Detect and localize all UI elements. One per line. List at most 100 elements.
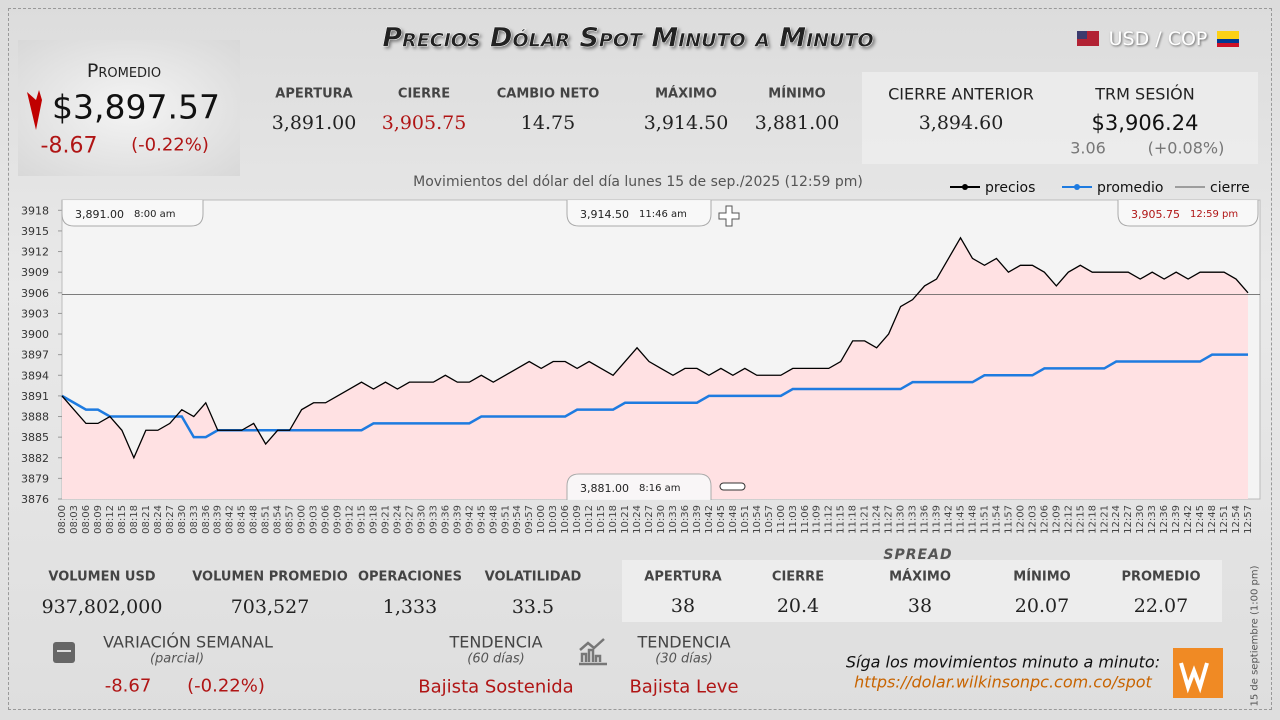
- x-tick-label: 08:57: [285, 505, 296, 534]
- y-tick-label: 3903: [21, 307, 49, 320]
- stat-value: 3,894.60: [918, 112, 1004, 134]
- x-tick-label: 10:27: [644, 505, 655, 534]
- x-tick-label: 11:18: [848, 505, 859, 534]
- trend-value: Bajista Leve: [629, 676, 739, 698]
- spread-value: 20.07: [1014, 595, 1070, 617]
- annotation-time: 12:59 pm: [1190, 209, 1238, 220]
- x-tick-label: 08:33: [189, 505, 200, 534]
- stat-value: 3,891.00: [271, 112, 357, 134]
- x-tick-label: 11:33: [908, 505, 919, 534]
- x-tick-label: 08:03: [69, 505, 80, 534]
- x-tick-label: 08:09: [93, 505, 104, 534]
- legend-dot: [1074, 184, 1080, 190]
- x-tick-label: 11:24: [872, 505, 883, 534]
- weekly-pct: (-0.22%): [187, 675, 265, 697]
- annotation-price: 3,891.00: [75, 208, 124, 221]
- x-tick-label: 12:03: [1027, 505, 1038, 534]
- weekly-change: -8.67: [104, 675, 152, 697]
- x-tick-label: 11:21: [860, 505, 871, 534]
- x-tick-label: 11:30: [896, 505, 907, 534]
- spread-label: MÍNIMO: [1013, 569, 1071, 585]
- x-tick-label: 11:15: [836, 505, 847, 534]
- x-tick-label: 10:15: [596, 505, 607, 534]
- stat-label: MÁXIMO: [655, 86, 717, 102]
- x-tick-label: 10:45: [716, 505, 727, 534]
- y-tick-label: 3909: [21, 266, 49, 279]
- x-tick-label: 12:06: [1039, 505, 1050, 534]
- logo-box: [1173, 648, 1223, 698]
- x-tick-label: 11:57: [1003, 505, 1014, 534]
- x-tick-label: 09:21: [380, 505, 391, 534]
- x-tick-label: 08:18: [129, 505, 140, 534]
- x-tick-label: 12:18: [1087, 505, 1098, 534]
- x-tick-label: 12:42: [1183, 505, 1194, 534]
- legend-label: precios: [985, 180, 1035, 196]
- x-tick-label: 08:36: [201, 505, 212, 534]
- stat-value: $3,906.24: [1091, 111, 1199, 135]
- y-tick-label: 3882: [21, 452, 49, 465]
- x-tick-label: 12:48: [1207, 505, 1218, 534]
- x-tick-label: 10:51: [740, 505, 751, 534]
- y-tick-label: 3900: [21, 328, 49, 341]
- promedio-box: [18, 40, 240, 176]
- y-tick-label: 3885: [21, 431, 49, 444]
- x-tick-label: 09:12: [345, 505, 356, 534]
- x-tick-label: 10:54: [752, 505, 763, 534]
- x-tick-label: 09:33: [428, 505, 439, 534]
- area-fill: [62, 237, 1249, 499]
- x-tick-label: 11:09: [812, 505, 823, 534]
- x-tick-label: 10:24: [632, 505, 643, 534]
- spread-label: CIERRE: [771, 569, 825, 585]
- y-tick-label: 3876: [21, 493, 49, 506]
- x-tick-label: 11:27: [884, 505, 895, 534]
- annotation-time: 11:46 am: [639, 209, 687, 220]
- x-tick-label: 11:00: [776, 505, 787, 534]
- x-tick-label: 10:18: [608, 505, 619, 534]
- bottom-label: VOLATILIDAD: [484, 569, 582, 585]
- x-tick-label: 09:39: [452, 505, 463, 534]
- footer-text: Síga los movimientos minuto a minuto:: [845, 652, 1161, 672]
- stat-label: APERTURA: [275, 86, 353, 102]
- stat-label: CAMBIO NETO: [496, 86, 600, 102]
- y-tick-label: 3894: [21, 369, 49, 382]
- bottom-value: 33.5: [511, 596, 555, 618]
- spread-value: 38: [907, 595, 933, 617]
- spread-label: MÁXIMO: [889, 569, 951, 585]
- x-tick-label: 09:15: [357, 505, 368, 534]
- spread-value: 22.07: [1133, 595, 1189, 617]
- annotation-time: 8:16 am: [639, 483, 681, 494]
- prev-box: [862, 72, 1258, 164]
- x-tick-label: 09:51: [500, 505, 511, 534]
- x-tick-label: 12:00: [1015, 505, 1026, 534]
- pill-icon: [719, 482, 746, 491]
- annotation-price: 3,914.50: [580, 208, 629, 221]
- x-tick-label: 10:06: [560, 505, 571, 534]
- flag-us-canton: [1077, 31, 1087, 39]
- flag-co-y: [1217, 31, 1239, 39]
- x-tick-label: 11:36: [920, 505, 931, 534]
- x-tick-label: 12:15: [1075, 505, 1086, 534]
- y-tick-label: 3897: [21, 349, 49, 362]
- x-tick-label: 09:24: [392, 505, 403, 534]
- x-tick-label: 12:54: [1231, 505, 1242, 534]
- x-tick-label: 09:18: [368, 505, 379, 534]
- x-tick-label: 11:39: [932, 505, 943, 534]
- annotation-price: 3,881.00: [580, 482, 629, 495]
- stat-value: 3,905.75: [381, 112, 467, 134]
- x-tick-label: 09:48: [488, 505, 499, 534]
- x-tick-label: 09:30: [416, 505, 427, 534]
- x-tick-label: 09:57: [524, 505, 535, 534]
- x-tick-label: 09:27: [404, 505, 415, 534]
- x-tick-label: 12:45: [1195, 505, 1206, 534]
- x-tick-label: 10:09: [572, 505, 583, 534]
- trend-label: TENDENCIA: [637, 632, 731, 652]
- trm-pct: (+0.08%): [1147, 138, 1225, 158]
- x-tick-label: 10:03: [548, 505, 559, 534]
- x-tick-label: 09:09: [333, 505, 344, 534]
- promedio-label: Promedio: [86, 60, 162, 82]
- weekly-sub: (parcial): [149, 651, 205, 667]
- stat-label: CIERRE: [397, 86, 451, 102]
- bottom-label: VOLUMEN USD: [48, 569, 156, 585]
- x-tick-label: 08:51: [261, 505, 272, 534]
